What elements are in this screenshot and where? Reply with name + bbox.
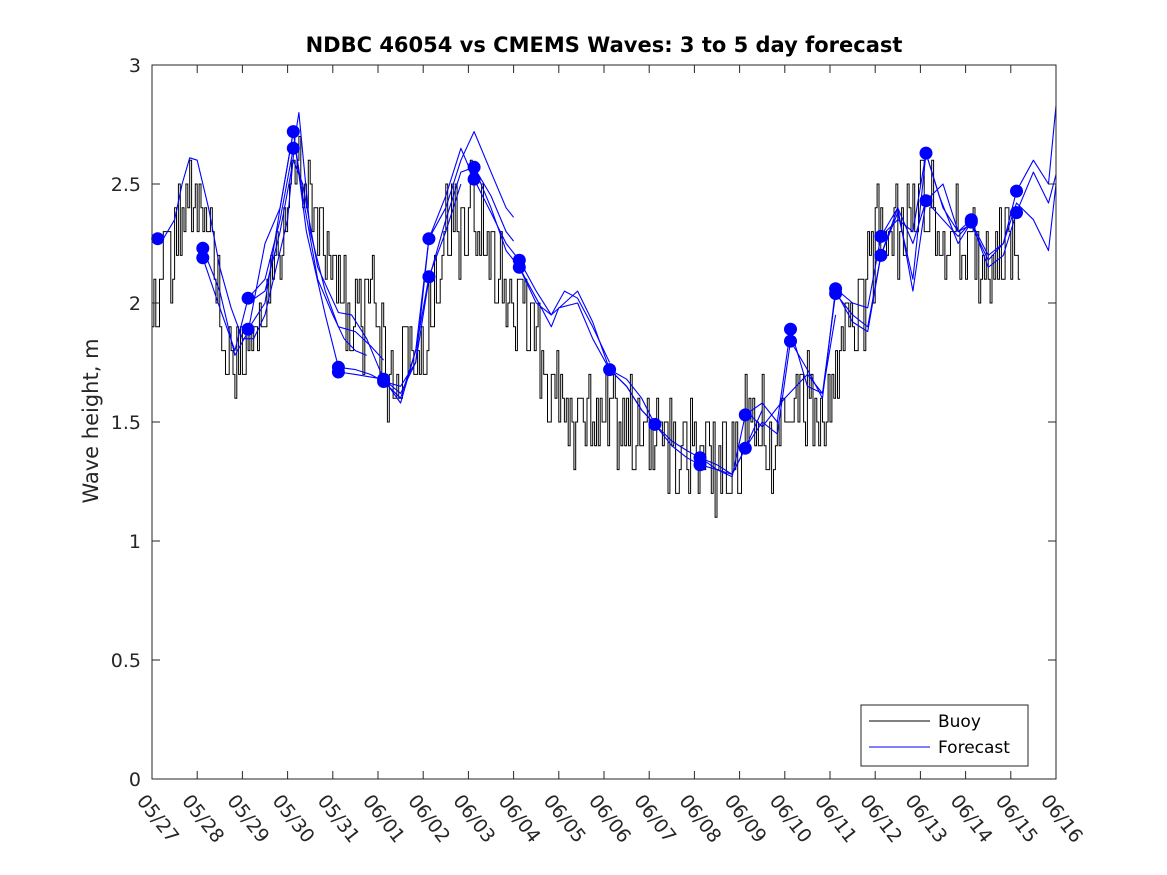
- y-tick-label: 2: [129, 293, 141, 315]
- forecast-marker: [738, 408, 752, 422]
- forecast-marker: [874, 229, 888, 243]
- y-tick-label: 1: [129, 531, 141, 553]
- forecast-series-line-7: [383, 166, 515, 387]
- legend-forecast-label: Forecast: [938, 738, 1010, 758]
- legend-buoy-label: Buoy: [938, 712, 981, 732]
- chart-title: NDBC 46054 vs CMEMS Waves: 3 to 5 day fo…: [306, 33, 903, 57]
- forecast-marker: [874, 248, 888, 262]
- forecast-marker: [422, 232, 436, 246]
- series-layer: [152, 105, 1057, 518]
- forecast-marker: [286, 141, 300, 155]
- y-tick-label: 1.5: [111, 412, 141, 434]
- forecast-marker: [151, 232, 165, 246]
- forecast-marker: [784, 322, 797, 336]
- forecast-marker: [241, 291, 255, 305]
- forecast-marker-layer: [151, 125, 1023, 472]
- forecast-marker: [467, 172, 481, 186]
- forecast-marker: [784, 334, 797, 348]
- y-tick-label: 0.5: [111, 650, 141, 672]
- forecast-marker: [919, 194, 933, 208]
- forecast-marker: [422, 270, 436, 284]
- forecast-marker: [648, 417, 662, 431]
- forecast-series-line-4: [247, 159, 430, 394]
- forecast-series-line-5: [247, 131, 462, 399]
- forecast-marker: [964, 215, 978, 229]
- buoy-series-line: [152, 135, 1021, 518]
- forecast-series-line-14: [835, 105, 1057, 333]
- forecast-marker: [467, 160, 481, 174]
- forecast-marker: [1010, 184, 1023, 198]
- legend-box: [860, 704, 1029, 767]
- forecast-series-line-16: [925, 152, 1057, 261]
- forecast-marker: [738, 441, 752, 455]
- y-tick-label: 0: [129, 769, 141, 791]
- forecast-marker: [603, 363, 617, 377]
- forecast-marker: [377, 375, 391, 388]
- forecast-marker: [512, 260, 526, 274]
- forecast-marker: [286, 125, 300, 139]
- forecast-series-line-9: [473, 167, 656, 425]
- forecast-marker: [693, 458, 707, 472]
- forecast-series-line-1: [162, 136, 296, 340]
- y-tick-label: 2.5: [111, 174, 141, 196]
- forecast-series-line-11: [609, 314, 837, 478]
- forecast-marker: [196, 241, 210, 255]
- y-tick-label: 3: [129, 55, 141, 77]
- y-axis-label: Wave height, m: [79, 338, 103, 503]
- forecast-marker: [196, 251, 210, 265]
- forecast-marker: [1010, 206, 1023, 220]
- forecast-marker: [829, 287, 843, 300]
- forecast-marker: [331, 365, 345, 379]
- forecast-marker: [241, 322, 255, 336]
- forecast-marker: [919, 146, 933, 160]
- legend: Buoy Forecast: [860, 704, 1029, 767]
- y-axis-ticks: 0 0.5 1 1.5 2 2.5 3: [111, 55, 1056, 791]
